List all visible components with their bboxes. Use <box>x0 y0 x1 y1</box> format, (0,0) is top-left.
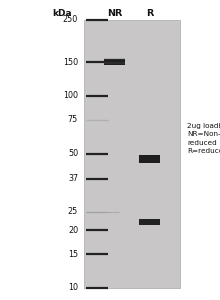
Text: R: R <box>146 9 153 18</box>
Bar <box>139 155 160 163</box>
Text: NR: NR <box>107 9 122 18</box>
Text: 150: 150 <box>63 58 78 67</box>
Bar <box>104 59 125 65</box>
Text: 37: 37 <box>68 174 78 183</box>
Text: 100: 100 <box>63 92 78 100</box>
Bar <box>139 219 160 225</box>
Text: 25: 25 <box>68 207 78 216</box>
Text: 20: 20 <box>68 226 78 235</box>
Text: 250: 250 <box>63 15 78 24</box>
Text: 2ug loading
NR=Non-
reduced
R=reduced: 2ug loading NR=Non- reduced R=reduced <box>187 123 220 154</box>
Text: 50: 50 <box>68 149 78 158</box>
Bar <box>84 20 180 288</box>
Text: 15: 15 <box>68 250 78 259</box>
Text: kDa: kDa <box>52 9 72 18</box>
Text: 75: 75 <box>68 116 78 124</box>
Text: 10: 10 <box>68 284 78 292</box>
